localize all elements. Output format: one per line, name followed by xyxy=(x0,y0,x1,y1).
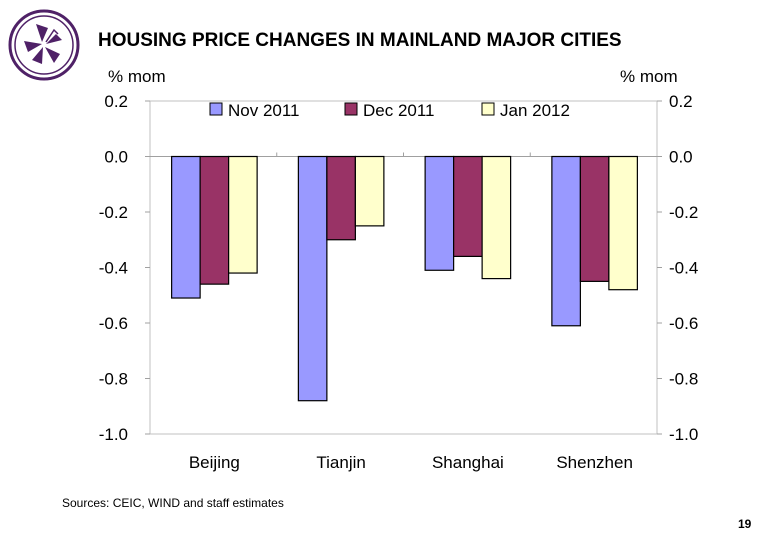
bar-shenzhen-2 xyxy=(608,155,638,291)
left-tick-label: 0.2 xyxy=(104,92,128,111)
right-tick-label: -1.0 xyxy=(669,425,698,444)
category-label: Shenzhen xyxy=(556,453,633,472)
category-label: Shanghai xyxy=(432,453,504,472)
bar-tianjin-2 xyxy=(354,155,385,227)
page-number: 19 xyxy=(738,517,752,531)
legend-label: Nov 2011 xyxy=(228,101,300,120)
legend-swatch xyxy=(209,102,223,116)
category-label: Beijing xyxy=(189,453,240,472)
right-tick-label: -0.8 xyxy=(669,370,698,389)
right-tick-label: -0.2 xyxy=(669,203,698,222)
bar-shanghai-2 xyxy=(481,155,512,280)
left-tick-label: -1.0 xyxy=(99,425,128,444)
bar-beijing-2 xyxy=(228,155,258,274)
source-note: Sources: CEIC, WIND and staff estimates xyxy=(62,496,284,510)
legend-label: Dec 2011 xyxy=(363,101,435,120)
right-axis-label: % mom xyxy=(620,67,678,86)
left-tick-label: -0.4 xyxy=(99,259,128,278)
right-tick-label: 0.2 xyxy=(669,92,693,111)
bar-tianjin-0 xyxy=(297,155,328,402)
bar-beijing-1 xyxy=(199,155,230,285)
right-tick-label: -0.6 xyxy=(669,314,698,333)
left-tick-label: -0.8 xyxy=(99,370,128,389)
legend-swatch xyxy=(344,102,358,116)
category-label: Tianjin xyxy=(316,453,365,472)
chart-title: HOUSING PRICE CHANGES IN MAINLAND MAJOR … xyxy=(98,30,622,51)
bauhinia-logo-icon xyxy=(8,9,80,81)
left-tick-label: -0.2 xyxy=(99,203,128,222)
bar-tianjin-1 xyxy=(326,155,356,241)
legend-swatch xyxy=(481,102,495,116)
right-tick-label: 0.0 xyxy=(669,148,693,167)
bar-shanghai-1 xyxy=(453,155,483,258)
left-axis-label: % mom xyxy=(108,67,166,86)
bar-shanghai-0 xyxy=(424,155,455,271)
bar-shenzhen-0 xyxy=(551,155,581,327)
bar-beijing-0 xyxy=(171,155,201,299)
left-tick-label: -0.6 xyxy=(99,314,128,333)
left-tick-label: 0.0 xyxy=(104,148,128,167)
legend-label: Jan 2012 xyxy=(500,101,570,120)
bar-shenzhen-1 xyxy=(579,155,610,282)
right-tick-label: -0.4 xyxy=(669,259,698,278)
